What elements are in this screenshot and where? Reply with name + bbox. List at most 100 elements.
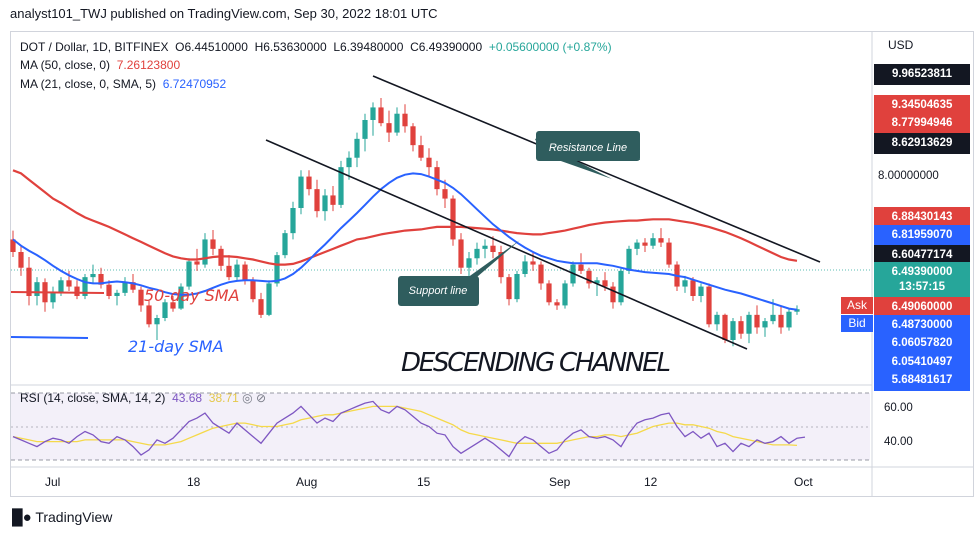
candle-body[interactable] [26, 267, 32, 296]
candle-body[interactable] [458, 239, 464, 268]
candle-body[interactable] [418, 145, 424, 158]
candle-body[interactable] [754, 314, 760, 328]
candle-body[interactable] [714, 314, 720, 325]
candle-body[interactable] [106, 284, 112, 296]
candle-body[interactable] [362, 120, 368, 139]
candle-body[interactable] [522, 261, 528, 274]
candle-body[interactable] [346, 157, 352, 168]
candle-body[interactable] [58, 280, 64, 293]
candle-body[interactable] [394, 113, 400, 133]
candle-body[interactable] [74, 286, 80, 296]
candle-body[interactable] [210, 239, 216, 249]
candle-body[interactable] [178, 286, 184, 309]
candle-body[interactable] [506, 277, 512, 300]
candle-body[interactable] [194, 261, 200, 265]
candle-body[interactable] [650, 238, 656, 246]
candle-body[interactable] [578, 264, 584, 271]
candle-body[interactable] [234, 264, 240, 278]
candle-body[interactable] [50, 292, 56, 303]
candle-body[interactable] [298, 176, 304, 208]
candle-body[interactable] [546, 283, 552, 303]
candle-body[interactable] [778, 314, 784, 328]
candle-body[interactable] [762, 321, 768, 328]
candle-body[interactable] [722, 314, 728, 340]
candle-body[interactable] [66, 280, 72, 287]
candle-body[interactable] [482, 245, 488, 249]
support-trendline[interactable] [265, 139, 748, 350]
candle-body[interactable] [290, 208, 296, 234]
resistance-trendline[interactable] [372, 75, 821, 263]
candle-body[interactable] [18, 252, 24, 268]
candle-body[interactable] [170, 302, 176, 309]
candle-body[interactable] [202, 239, 208, 265]
candle-body[interactable] [538, 264, 544, 284]
candle-body[interactable] [154, 318, 160, 325]
candle-body[interactable] [162, 302, 168, 318]
candle-body[interactable] [602, 280, 608, 287]
candle-body[interactable] [34, 282, 40, 296]
candle-body[interactable] [122, 282, 128, 293]
candle-body[interactable] [250, 280, 256, 300]
candle-body[interactable] [530, 261, 536, 265]
candle-body[interactable] [698, 286, 704, 296]
candle-body[interactable] [186, 261, 192, 287]
candle-body[interactable] [138, 289, 144, 306]
candle-body[interactable] [746, 314, 752, 334]
candle-body[interactable] [634, 242, 640, 249]
candle-body[interactable] [82, 277, 88, 296]
candle-body[interactable] [706, 286, 712, 325]
candle-body[interactable] [770, 314, 776, 322]
candle-body[interactable] [10, 239, 16, 252]
candle-body[interactable] [90, 274, 96, 278]
candle-body[interactable] [658, 238, 664, 243]
candle-body[interactable] [338, 167, 344, 205]
visibility-eye-icon[interactable]: ◎ [242, 391, 253, 405]
candle-body[interactable] [330, 195, 336, 205]
candle-body[interactable] [282, 233, 288, 256]
candle-body[interactable] [562, 283, 568, 306]
candle-body[interactable] [370, 107, 376, 120]
candle-body[interactable] [426, 157, 432, 168]
candle-body[interactable] [98, 274, 104, 285]
candle-body[interactable] [514, 274, 520, 300]
candle-body[interactable] [354, 138, 360, 158]
candle-body[interactable] [594, 280, 600, 284]
candle-body[interactable] [618, 270, 624, 303]
candle-body[interactable] [690, 280, 696, 296]
candle-body[interactable] [450, 198, 456, 240]
candle-body[interactable] [586, 270, 592, 284]
candle-body[interactable] [682, 280, 688, 287]
candle-body[interactable] [274, 255, 280, 284]
candle-body[interactable] [266, 283, 272, 315]
candle-body[interactable] [322, 195, 328, 212]
candle-body[interactable] [242, 264, 248, 281]
candle-body[interactable] [146, 305, 152, 325]
candle-body[interactable] [410, 126, 416, 146]
candle-body[interactable] [626, 248, 632, 271]
candle-body[interactable] [738, 321, 744, 334]
candle-body[interactable] [498, 252, 504, 278]
candle-body[interactable] [490, 245, 496, 252]
candle-body[interactable] [794, 309, 800, 312]
tradingview-logo[interactable]: █● TradingView [12, 509, 112, 526]
candle-body[interactable] [402, 113, 408, 127]
candle-body[interactable] [130, 282, 136, 290]
candle-body[interactable] [306, 176, 312, 190]
hide-icon[interactable]: ⊘ [255, 391, 267, 405]
candle-body[interactable] [226, 265, 232, 278]
candle-body[interactable] [442, 189, 448, 199]
candle-body[interactable] [666, 242, 672, 265]
candle-body[interactable] [730, 321, 736, 340]
candle-body[interactable] [786, 311, 792, 328]
candle-body[interactable] [386, 123, 392, 133]
candle-body[interactable] [554, 302, 560, 306]
candle-body[interactable] [258, 299, 264, 315]
candle-body[interactable] [434, 167, 440, 190]
candle-body[interactable] [466, 258, 472, 268]
candle-body[interactable] [378, 107, 384, 124]
candle-body[interactable] [314, 189, 320, 212]
candle-body[interactable] [114, 292, 120, 296]
candle-body[interactable] [474, 248, 480, 259]
candle-body[interactable] [610, 286, 616, 303]
